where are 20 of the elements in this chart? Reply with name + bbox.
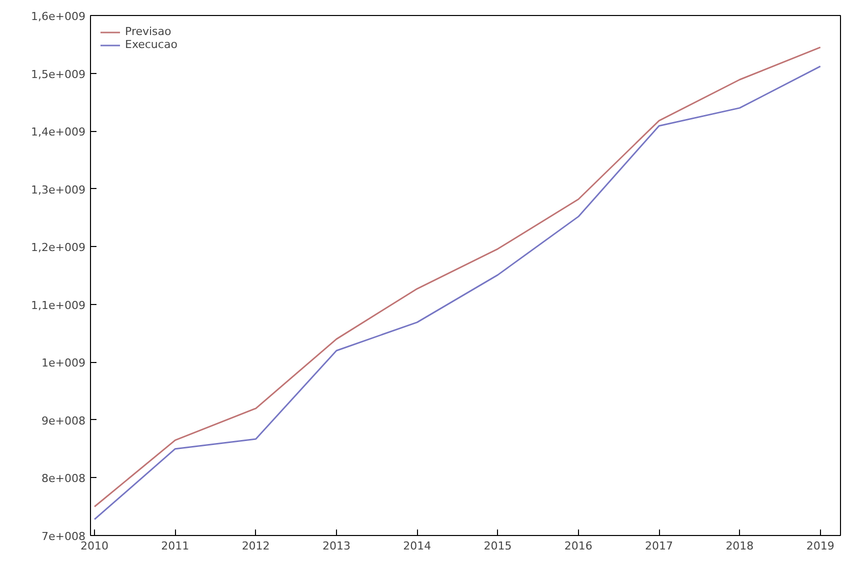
y-tick-label: 9e+008 [42,414,86,428]
x-tick-label: 2013 [322,540,350,552]
x-tick-label: 2015 [484,540,512,552]
legend-label: Previsao [125,25,172,38]
x-tick-label: 2019 [806,540,834,552]
y-tick-label: 8e+008 [42,472,86,486]
x-tick-label: 2012 [242,540,270,552]
y-tick-label: 1,6e+009 [31,10,86,23]
y-tick-label: 1,3e+009 [31,183,86,196]
y-tick-label: 1,2e+009 [31,241,86,254]
x-tick-label: 2017 [645,540,674,552]
y-tick-label: 1,5e+009 [31,68,86,81]
x-tick-label: 2018 [726,540,754,552]
y-tick-label: 1e+009 [42,356,86,370]
x-tick-label: 2014 [403,540,432,552]
x-tick-label: 2016 [564,540,592,552]
y-tick-label: 1,1e+009 [31,298,86,312]
x-tick-label: 2011 [161,540,190,552]
y-tick-label: 1,4e+009 [31,126,86,139]
legend-label: Execucao [125,38,178,51]
